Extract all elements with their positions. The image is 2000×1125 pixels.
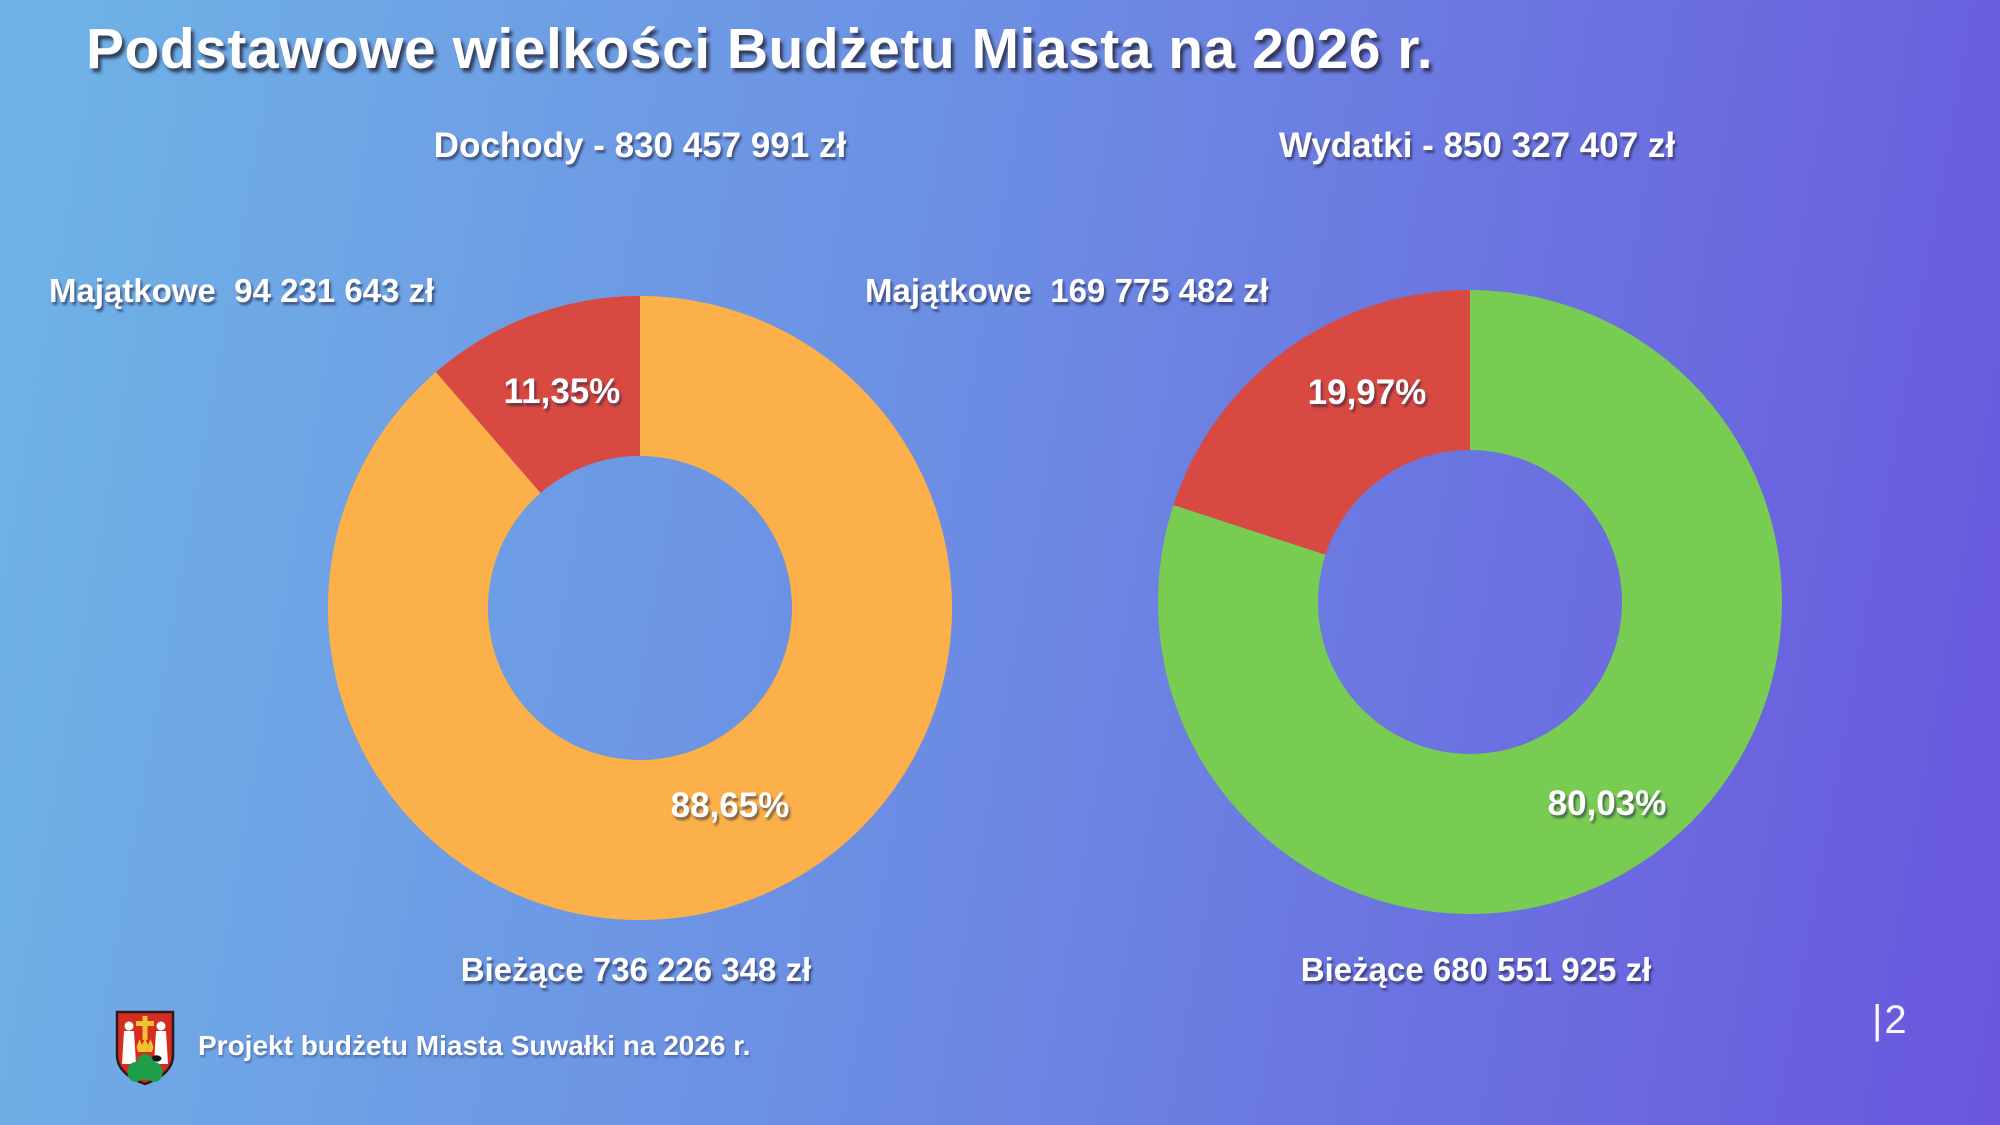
percent-label-dochody-biezace: 88,65% <box>670 786 790 825</box>
gold-cross-horizontal <box>136 1021 154 1026</box>
footer-text: Projekt budżetu Miasta Suwałki na 2026 r… <box>198 1030 751 1061</box>
green-mound-right <box>146 1062 163 1082</box>
donut-slice-bie-ce <box>1158 290 1782 914</box>
chart-title-wydatki: Wydatki - 850 327 407 zł <box>1278 126 1676 165</box>
saint-left-head <box>124 1021 134 1031</box>
chart-title-dochody: Dochody - 830 457 991 zł <box>433 126 847 165</box>
percent-label-wydatki-majatkowe: 19,97% <box>1307 373 1427 412</box>
donut-slice-bie-ce <box>327 296 952 920</box>
saint-left-body <box>122 1031 136 1064</box>
slide-title: Podstawowe wielkości Budżetu Miasta na 2… <box>86 17 1434 81</box>
callout-wydatki-biezace: Bieżące 680 551 925 zł <box>1300 951 1652 988</box>
percent-label-dochody-majatkowe: 11,35% <box>503 372 621 411</box>
gold-cross-vertical <box>142 1016 148 1040</box>
percent-label-wydatki-biezace: 80,03% <box>1547 784 1667 823</box>
green-mound-left <box>127 1062 144 1082</box>
callout-dochody-biezace: Bieżące 736 226 348 zł <box>460 951 812 988</box>
donut-chart-wydatki <box>1158 290 1782 914</box>
suwalki-coat-of-arms-logo <box>115 1010 175 1086</box>
black-otter <box>151 1055 162 1062</box>
gold-crown <box>136 1038 154 1052</box>
page-number: |2 <box>1872 998 1909 1042</box>
donut-slice-maj-tkowe <box>435 296 640 494</box>
callout-wydatki-majatkowe: Majątkowe 169 775 482 zł <box>865 272 1269 309</box>
callout-dochody-majatkowe: Majątkowe 94 231 643 zł <box>49 272 435 309</box>
saint-right-head <box>156 1021 166 1031</box>
donut-chart-dochody <box>327 296 952 920</box>
donut-slice-maj-tkowe <box>1173 290 1470 555</box>
